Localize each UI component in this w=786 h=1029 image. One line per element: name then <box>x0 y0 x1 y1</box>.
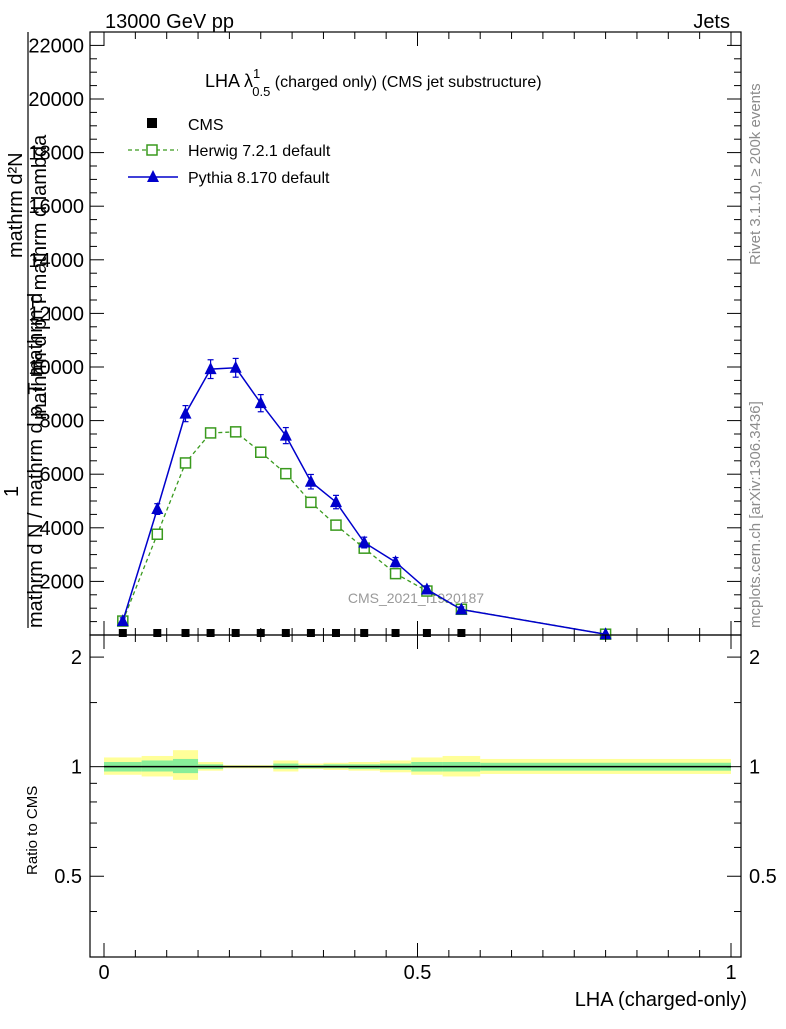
cms-point <box>360 629 369 637</box>
cms-point <box>118 629 127 637</box>
legend-label-cms: CMS <box>188 117 224 134</box>
y-tick-label: 12000 <box>28 303 84 325</box>
pythia-point <box>389 555 402 568</box>
herwig-point <box>280 467 292 480</box>
cms-point <box>331 629 340 637</box>
pythia-point <box>204 362 217 375</box>
ylabel-prefix: 1 <box>1 486 23 497</box>
x-tick-label: 0 <box>98 962 109 984</box>
x-tick-label: 0.5 <box>404 962 432 984</box>
rivet-label: Rivet 3.1.10, ≥ 200k events <box>747 83 764 265</box>
pythia-point <box>420 582 433 595</box>
title-rest: (charged only) (CMS jet substructure) <box>270 74 541 91</box>
cms-point <box>391 629 400 637</box>
y-tick-label: 20000 <box>28 89 84 111</box>
ratio-y-tick-label-right: 0.5 <box>749 866 777 888</box>
cms-point <box>181 629 190 637</box>
mcplots-label: mcplots.cern.ch [arXiv:1306.3436] <box>747 401 764 628</box>
legend-label-pythia: Pythia 8.170 default <box>188 170 330 187</box>
ratio-y-tick-label: 0.5 <box>54 866 82 888</box>
y-tick-label: 6000 <box>40 464 85 486</box>
title-sup: 1 <box>253 66 260 81</box>
cms-point <box>281 629 290 637</box>
cms-point <box>231 629 240 637</box>
herwig-point <box>204 427 217 439</box>
cms-point <box>306 629 315 637</box>
pythia-point <box>116 614 129 627</box>
y-tick-label: 22000 <box>28 35 84 57</box>
herwig-point <box>179 457 192 469</box>
ylabel-bottom: mathrm d p_T mathrm d lambda <box>29 134 51 420</box>
header-right: Jets <box>693 11 730 33</box>
pythia-point <box>179 406 192 419</box>
title-sub: 0.5 <box>252 84 270 99</box>
cms-point <box>457 629 466 637</box>
header-left: 13000 GeV pp <box>105 11 234 33</box>
ratio-y-tick-label: 1 <box>71 757 82 779</box>
ylabel-inner: mathrm d N / mathrm d p_T mathrm d <box>25 293 47 628</box>
herwig-point <box>330 519 342 531</box>
pythia-point <box>358 535 371 548</box>
ratio-y-tick-label-right: 1 <box>749 757 760 779</box>
pythia-point <box>151 502 164 515</box>
pythia-point <box>254 396 267 409</box>
pythia-point <box>304 474 317 487</box>
pythia-point <box>229 360 242 373</box>
herwig-point <box>229 426 242 438</box>
main-series <box>116 357 612 640</box>
herwig-point <box>305 496 317 509</box>
pythia-point <box>279 428 292 441</box>
y-tick-label: 16000 <box>28 196 84 218</box>
ratio-y-tick-label-right: 2 <box>749 647 760 669</box>
ratio-bands <box>104 750 731 780</box>
y-tick-label: 2000 <box>40 571 85 593</box>
cms-point <box>256 629 265 637</box>
watermark: CMS_2021_I1920187 <box>348 590 484 606</box>
x-tick-label: 1 <box>725 962 736 984</box>
legend-marker-cms <box>147 118 157 128</box>
y-tick-label: 4000 <box>40 518 85 540</box>
main-title: LHA λ1 0.5 (charged only) (CMS jet substr… <box>205 66 542 99</box>
x-axis-label: LHA (charged-only) <box>575 989 747 1011</box>
herwig-point <box>255 446 267 458</box>
ratio-ylabel: Ratio to CMS <box>24 786 41 875</box>
legend-marker-herwig <box>146 144 158 156</box>
main-axes: 2000 4000 6000 8000 10000 12000 14000 16000 1800… <box>28 31 742 636</box>
main-ylabel: mathrm d²N mathrm d p_T mathrm d lambda … <box>1 32 51 628</box>
cms-point <box>422 629 431 637</box>
ratio-frame <box>89 634 742 958</box>
ratio-axes: 0.5 0.5 1 1 2 2 0 0.5 1 <box>54 634 777 984</box>
pythia-point <box>329 495 342 508</box>
series-line-2 <box>122 367 606 635</box>
cms-point <box>206 629 215 637</box>
legend-marker-pythia <box>147 170 159 182</box>
ratio-y-tick-label: 2 <box>71 647 82 669</box>
ylabel-top: mathrm d²N <box>5 152 27 258</box>
legend-label-herwig: Herwig 7.2.1 default <box>188 143 331 160</box>
pythia-point <box>599 627 612 640</box>
cms-point <box>153 629 162 637</box>
pythia-point <box>455 602 468 615</box>
y-tick-label: 8000 <box>40 411 85 433</box>
y-tick-label: 14000 <box>28 250 84 272</box>
herwig-point <box>151 528 164 540</box>
legend: CMS Herwig 7.2.1 default Pythia 8.170 de… <box>128 117 331 187</box>
y-tick-label: 18000 <box>28 143 84 165</box>
herwig-point <box>389 567 402 580</box>
y-tick-label: 10000 <box>28 357 84 379</box>
